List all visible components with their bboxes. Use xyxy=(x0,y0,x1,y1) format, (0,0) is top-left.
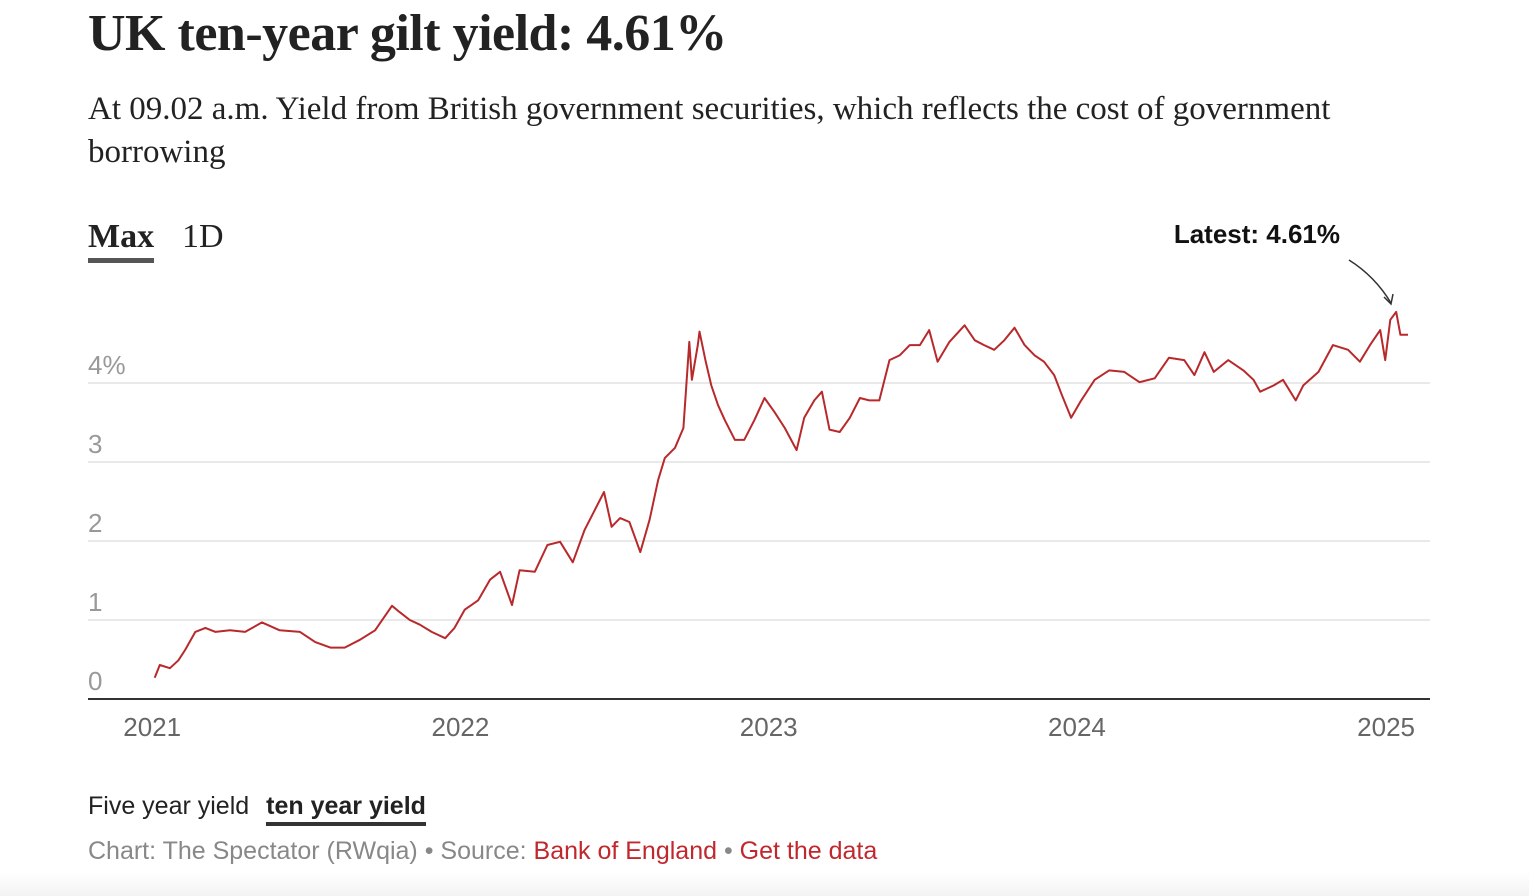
chart-credit: Chart: The Spectator (RWqia) xyxy=(88,837,418,865)
annotation-arrow-icon xyxy=(1348,259,1392,304)
x-tick-label: 2021 xyxy=(123,712,181,742)
x-tick-label: 2025 xyxy=(1357,712,1415,742)
x-tick-label: 2024 xyxy=(1048,712,1106,742)
five-year-yield-option[interactable]: Five year yield xyxy=(88,792,250,820)
y-tick-label: 3 xyxy=(88,429,102,459)
y-tick-label: 4% xyxy=(88,350,126,380)
source-label: Source: xyxy=(440,837,534,865)
latest-annotation: Latest: 4.61% xyxy=(1174,219,1340,249)
source-link[interactable]: Bank of England xyxy=(533,837,718,865)
chart-subtitle: At 09.02 a.m. Yield from British governm… xyxy=(88,91,1331,170)
y-tick-label: 2 xyxy=(88,508,102,538)
x-tick-label: 2022 xyxy=(432,712,490,742)
y-tick-label: 0 xyxy=(88,666,102,696)
separator: • xyxy=(717,837,740,865)
annotation-arrowhead-icon xyxy=(1383,293,1394,306)
separator: • xyxy=(417,837,441,865)
get-data-link[interactable]: Get the data xyxy=(739,837,878,865)
chart-footer: Chart: The Spectator (RWqia) • Source: B… xyxy=(88,837,877,866)
y-tick-label: 1 xyxy=(88,587,102,617)
tab-max[interactable]: Max xyxy=(88,218,155,263)
series-line-ten-year-yield xyxy=(153,310,1408,679)
tab-1d[interactable]: 1D xyxy=(182,218,224,255)
series-toggle: Five year yield ten year yield xyxy=(88,792,426,826)
x-tick-label: 2023 xyxy=(740,712,798,742)
ten-year-yield-option[interactable]: ten year yield xyxy=(266,792,426,826)
bottom-fade xyxy=(0,872,1529,896)
chart-title: UK ten-year gilt yield: 4.61% xyxy=(88,5,727,62)
